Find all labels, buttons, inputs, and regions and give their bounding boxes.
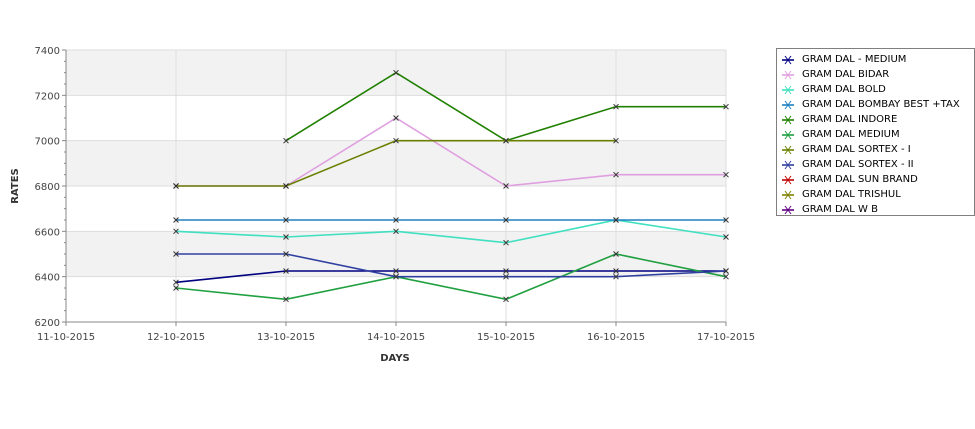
legend-marker xyxy=(781,69,795,81)
series-markers xyxy=(173,69,729,303)
data-point xyxy=(723,217,729,223)
y-tick-label: 6200 xyxy=(35,318,60,329)
x-tick-label: 14-10-2015 xyxy=(367,332,425,343)
legend-item: GRAM DAL TRISHUL xyxy=(781,187,901,202)
x-axis-label: DAYS xyxy=(380,353,410,364)
series-lines xyxy=(175,71,727,301)
legend-marker xyxy=(781,174,795,186)
x-tick-label: 11-10-2015 xyxy=(37,332,95,343)
legend-marker xyxy=(781,84,795,96)
legend-item: GRAM DAL - MEDIUM xyxy=(781,52,906,67)
data-point xyxy=(283,234,289,240)
legend-marker xyxy=(781,129,795,141)
legend-item: GRAM DAL BIDAR xyxy=(781,67,889,82)
data-point xyxy=(503,296,509,303)
data-point xyxy=(613,171,619,178)
data-point xyxy=(503,137,509,144)
data-point xyxy=(393,69,399,76)
legend-label: GRAM DAL - MEDIUM xyxy=(802,54,907,65)
legend-item: GRAM DAL SUN BRAND xyxy=(781,172,918,187)
data-point xyxy=(173,285,179,291)
data-point xyxy=(723,171,729,178)
legend-marker xyxy=(781,114,795,126)
data-point xyxy=(173,228,179,235)
legend-item: GRAM DAL W B xyxy=(781,202,878,217)
data-point xyxy=(613,268,619,274)
data-point xyxy=(173,183,179,189)
data-point xyxy=(723,273,729,280)
y-tick-label: 7400 xyxy=(35,46,60,57)
data-point xyxy=(173,217,179,223)
x-tick-label: 12-10-2015 xyxy=(147,332,205,343)
data-point xyxy=(393,228,399,235)
legend-label: GRAM DAL BOLD xyxy=(802,84,886,95)
data-point xyxy=(283,268,289,274)
legend-label: GRAM DAL SORTEX - I xyxy=(802,144,911,155)
legend-label: GRAM DAL MEDIUM xyxy=(802,129,900,140)
legend-marker xyxy=(781,204,795,216)
data-point xyxy=(613,251,619,257)
data-point xyxy=(283,296,289,303)
data-point xyxy=(283,251,289,257)
legend-item: GRAM DAL INDORE xyxy=(781,112,897,127)
x-tick-label: 15-10-2015 xyxy=(477,332,535,343)
y-axis-ticks: 6200 6400 6600 6800 7000 7200 7400 xyxy=(35,46,66,329)
data-point xyxy=(503,183,509,189)
series-line xyxy=(176,253,727,278)
series-line xyxy=(175,219,727,244)
legend-marker xyxy=(781,99,795,111)
legend-label: GRAM DAL W B xyxy=(802,204,878,215)
data-point xyxy=(283,217,289,223)
y-tick-label: 7200 xyxy=(35,91,60,102)
y-tick-label: 6600 xyxy=(35,227,60,238)
legend-marker xyxy=(781,54,795,66)
data-point xyxy=(613,137,619,144)
data-point xyxy=(393,217,399,223)
legend-item: GRAM DAL SORTEX - I xyxy=(781,142,911,157)
legend-item: GRAM DAL BOLD xyxy=(781,82,886,97)
data-point xyxy=(723,268,729,274)
legend-marker xyxy=(781,159,795,171)
data-point xyxy=(613,103,619,110)
data-point xyxy=(613,273,619,280)
legend-label: GRAM DAL SORTEX - II xyxy=(802,159,914,170)
legend-label: GRAM DAL BOMBAY BEST +TAX xyxy=(802,99,960,110)
y-tick-label: 6400 xyxy=(35,273,60,284)
data-point xyxy=(173,251,179,257)
legend-label: GRAM DAL TRISHUL xyxy=(802,189,901,200)
legend-label: GRAM DAL INDORE xyxy=(802,114,898,125)
data-point xyxy=(283,137,289,144)
x-axis-ticks: 11-10-2015 12-10-2015 13-10-2015 14-10-2015… xyxy=(37,322,755,343)
legend-marker xyxy=(781,144,795,156)
data-point xyxy=(723,234,729,240)
data-point xyxy=(393,268,399,274)
data-point xyxy=(283,183,289,189)
legend-item: GRAM DAL SORTEX - II xyxy=(781,157,914,172)
data-point xyxy=(393,137,399,144)
y-tick-label: 6800 xyxy=(35,182,60,193)
data-point xyxy=(503,239,509,246)
legend-label: GRAM DAL BIDAR xyxy=(802,69,890,80)
x-tick-label: 13-10-2015 xyxy=(257,332,315,343)
y-axis-label: RATES xyxy=(10,168,21,204)
legend-label: GRAM DAL SUN BRAND xyxy=(802,174,918,185)
data-point xyxy=(393,115,399,121)
data-point xyxy=(173,279,179,286)
data-point xyxy=(393,273,399,280)
data-point xyxy=(503,268,509,274)
x-tick-label: 16-10-2015 xyxy=(587,332,645,343)
legend: GRAM DAL - MEDIUM GRAM DAL BIDAR GRAM DAL … xyxy=(776,48,975,216)
legend-item: GRAM DAL MEDIUM xyxy=(781,127,900,142)
data-point xyxy=(723,103,729,110)
legend-item: GRAM DAL BOMBAY BEST +TAX xyxy=(781,97,960,112)
series-line xyxy=(175,270,726,284)
y-tick-label: 7000 xyxy=(35,137,60,148)
legend-marker xyxy=(781,189,795,201)
series-line xyxy=(175,253,727,301)
data-point xyxy=(613,217,619,223)
data-point xyxy=(503,273,509,280)
x-tick-label: 17-10-2015 xyxy=(697,332,755,343)
data-point xyxy=(503,217,509,223)
